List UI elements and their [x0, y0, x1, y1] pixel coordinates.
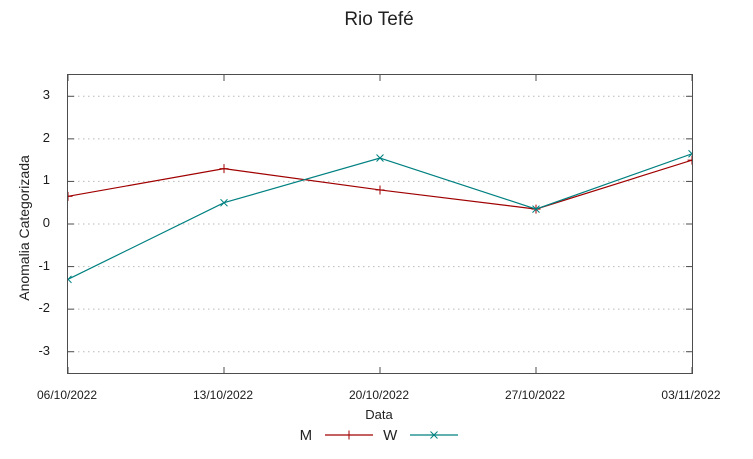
legend-marker: [430, 431, 439, 439]
x-tick-label: 27/10/2022: [504, 388, 566, 402]
marker-cross-W: [68, 275, 72, 281]
marker-cross-W: [688, 149, 692, 155]
y-tick-label: 1: [42, 172, 50, 188]
marker-cross-W: [376, 154, 384, 162]
x-tick-label: 06/10/2022: [36, 388, 98, 402]
y-tick-label: 2: [42, 129, 50, 145]
y-tick-label: 3: [42, 87, 50, 103]
chart-title: Rio Tefé: [344, 9, 414, 30]
x-tick-label: 03/11/2022: [661, 388, 721, 402]
marker-cross-W: [220, 198, 228, 207]
legend-sample-M: [325, 430, 374, 440]
y-tick-label: 0: [42, 215, 50, 230]
marker-cross-W: [532, 205, 540, 213]
series-line-M: [68, 159, 692, 210]
x-axis-label: Data: [365, 407, 393, 422]
y-tick-label: -3: [38, 342, 50, 358]
legend-item-W: W: [383, 426, 459, 444]
plot-area: [67, 74, 693, 374]
marker-cross-W: [688, 153, 692, 158]
x-tick-label: 13/10/2022: [192, 388, 254, 402]
plot-svg: [68, 75, 692, 373]
y-tick-label: -1: [38, 257, 50, 273]
y-tick-labels: 3 2 1 0 -1 -2 -3: [0, 0, 50, 459]
marker-cross-W: [68, 278, 72, 284]
legend-sample-W: [410, 431, 459, 439]
x-tick-labels: 06/10/2022 13/10/2022 20/10/2022 27/10/2022…: [0, 388, 753, 404]
legend-label: M: [299, 426, 313, 444]
series-line-W: [68, 153, 692, 280]
legend-label: W: [383, 426, 398, 444]
y-tick-label: -2: [38, 300, 50, 316]
legend-item-M: M: [300, 427, 374, 444]
x-tick-label: 20/10/2022: [348, 388, 410, 402]
